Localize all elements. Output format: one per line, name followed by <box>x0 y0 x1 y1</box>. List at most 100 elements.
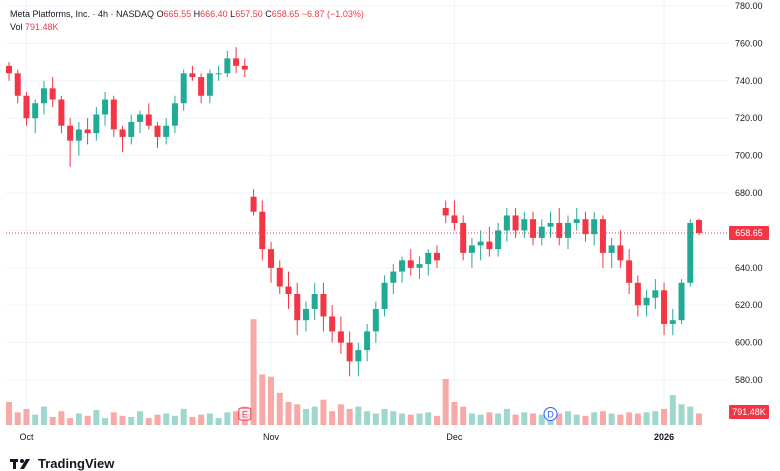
volume-bar <box>346 408 353 425</box>
candle-body <box>486 241 493 250</box>
candle-body <box>678 282 685 321</box>
candle-body <box>530 219 537 238</box>
high-label: H <box>193 9 201 19</box>
candle-body <box>67 125 74 141</box>
candle-body <box>154 125 161 137</box>
candle-body <box>206 73 213 96</box>
candle-body <box>643 297 650 306</box>
candle-body <box>180 73 187 104</box>
low-value: 657.50 <box>235 9 263 19</box>
volume-bar <box>643 412 650 425</box>
candle-body <box>250 196 257 212</box>
volume-bars <box>6 319 702 425</box>
candle-body <box>652 290 659 298</box>
volume-bar <box>687 406 694 425</box>
last-volume-label: 791.48K <box>732 407 766 417</box>
volume-bar <box>40 406 47 425</box>
volume-bar <box>582 415 589 425</box>
volume-bar <box>468 413 475 425</box>
candle-body <box>137 114 144 122</box>
volume-bar <box>538 414 545 425</box>
candle-body <box>495 230 502 250</box>
volume-bar <box>49 416 56 425</box>
last-price-tag <box>729 225 769 240</box>
candle-body <box>119 129 126 137</box>
volume-bar <box>407 414 414 425</box>
volume-bar <box>634 413 641 425</box>
candle-body <box>14 73 21 96</box>
x-tick-label: Oct <box>19 432 34 442</box>
volume-bar <box>102 418 109 425</box>
volume-bar <box>93 410 100 425</box>
candle-body <box>547 222 554 227</box>
candle-body <box>442 207 449 216</box>
volume-bar <box>67 418 74 425</box>
candle-body <box>198 77 205 96</box>
volume-bar <box>486 412 493 425</box>
y-tick-label: 740.00 <box>735 76 763 86</box>
candle-body <box>407 260 414 268</box>
volume-bar <box>180 408 187 425</box>
candle-body <box>268 249 275 268</box>
candle-body <box>171 103 178 126</box>
volume-bar <box>416 413 423 425</box>
volume-bar <box>329 411 336 425</box>
candle-body <box>687 222 694 283</box>
volume-bar <box>285 402 292 425</box>
candle-body <box>460 222 467 253</box>
volume-bar <box>110 412 117 425</box>
volume-bar <box>556 413 563 425</box>
y-tick-label: 680.00 <box>735 188 763 198</box>
y-tick-label: 760.00 <box>735 38 763 48</box>
candle-body <box>102 99 109 115</box>
volume-bar <box>451 402 458 425</box>
volume-bar <box>661 408 668 425</box>
candle-body <box>451 215 458 223</box>
candle-body <box>477 241 484 246</box>
volume-bar <box>75 413 82 425</box>
volume-bar <box>198 414 205 425</box>
volume-bar <box>355 406 362 425</box>
volume-bar <box>58 411 65 425</box>
volume-label: Vol <box>10 22 23 32</box>
candle-body <box>49 88 56 100</box>
x-tick-label: 2026 <box>654 432 674 442</box>
volume-bar <box>145 418 152 425</box>
candle-body <box>329 316 336 332</box>
candle-body <box>23 95 30 119</box>
candle-body <box>40 88 47 104</box>
volume-bar <box>206 413 213 425</box>
candle-body <box>634 282 641 306</box>
earnings-marker <box>238 407 252 421</box>
candle-body <box>311 294 318 309</box>
volume-bar <box>154 414 161 425</box>
y-tick-label: 620.00 <box>735 300 763 310</box>
volume-bar <box>390 411 397 425</box>
x-tick-label: Nov <box>263 432 280 442</box>
candle-body <box>556 222 563 238</box>
chart-legend: Meta Platforms, Inc. · 4h · NASDAQ O665.… <box>10 9 364 32</box>
candle-body <box>58 99 65 126</box>
candle-body <box>276 267 283 287</box>
symbol-title[interactable]: Meta Platforms, Inc. · 4h · NASDAQ <box>10 9 155 19</box>
volume-bar <box>564 411 571 425</box>
candle-body <box>538 226 545 238</box>
price-axis[interactable]: 580.00600.00620.00640.00660.00680.00700.… <box>735 1 763 385</box>
event-markers[interactable]: ED⚡E <box>238 407 780 421</box>
x-tick-label: Dec <box>446 432 463 442</box>
candle-body <box>32 103 39 119</box>
y-tick-label: 700.00 <box>735 151 763 161</box>
high-value: 666.40 <box>200 9 228 19</box>
time-axis[interactable]: Oct Nov Dec 2026 <box>19 432 674 442</box>
tradingview-logo[interactable]: TradingView <box>10 456 114 471</box>
volume-bar <box>626 412 633 425</box>
candle-body <box>416 264 423 268</box>
volume-bar <box>14 412 21 425</box>
candle-body <box>696 220 702 233</box>
volume-bar <box>163 413 170 425</box>
volume-bar <box>696 413 702 425</box>
candle-body <box>128 121 135 137</box>
candle-body <box>582 219 589 235</box>
chart-background <box>0 0 730 430</box>
